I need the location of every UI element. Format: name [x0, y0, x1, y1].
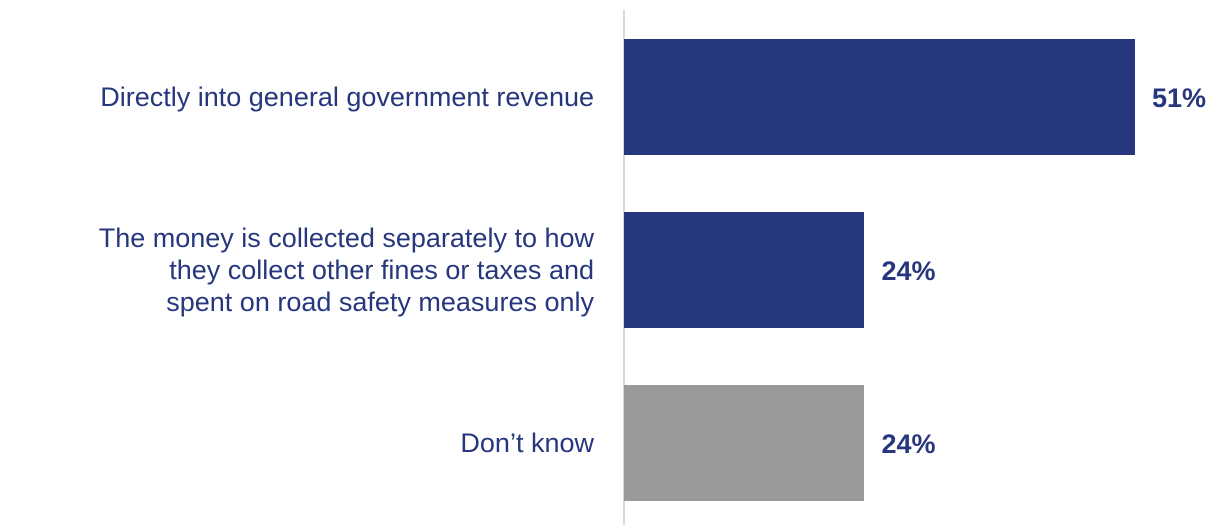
bar — [624, 385, 864, 501]
data-label: 24% — [881, 255, 935, 287]
category-label: Don’t know — [460, 427, 594, 459]
data-label: 24% — [881, 428, 935, 460]
category-label: Directly into general government revenue — [100, 81, 594, 113]
bar — [624, 212, 864, 328]
bar — [624, 39, 1135, 155]
category-label: The money is collected separately to how… — [99, 222, 594, 318]
data-label: 51% — [1152, 82, 1206, 114]
